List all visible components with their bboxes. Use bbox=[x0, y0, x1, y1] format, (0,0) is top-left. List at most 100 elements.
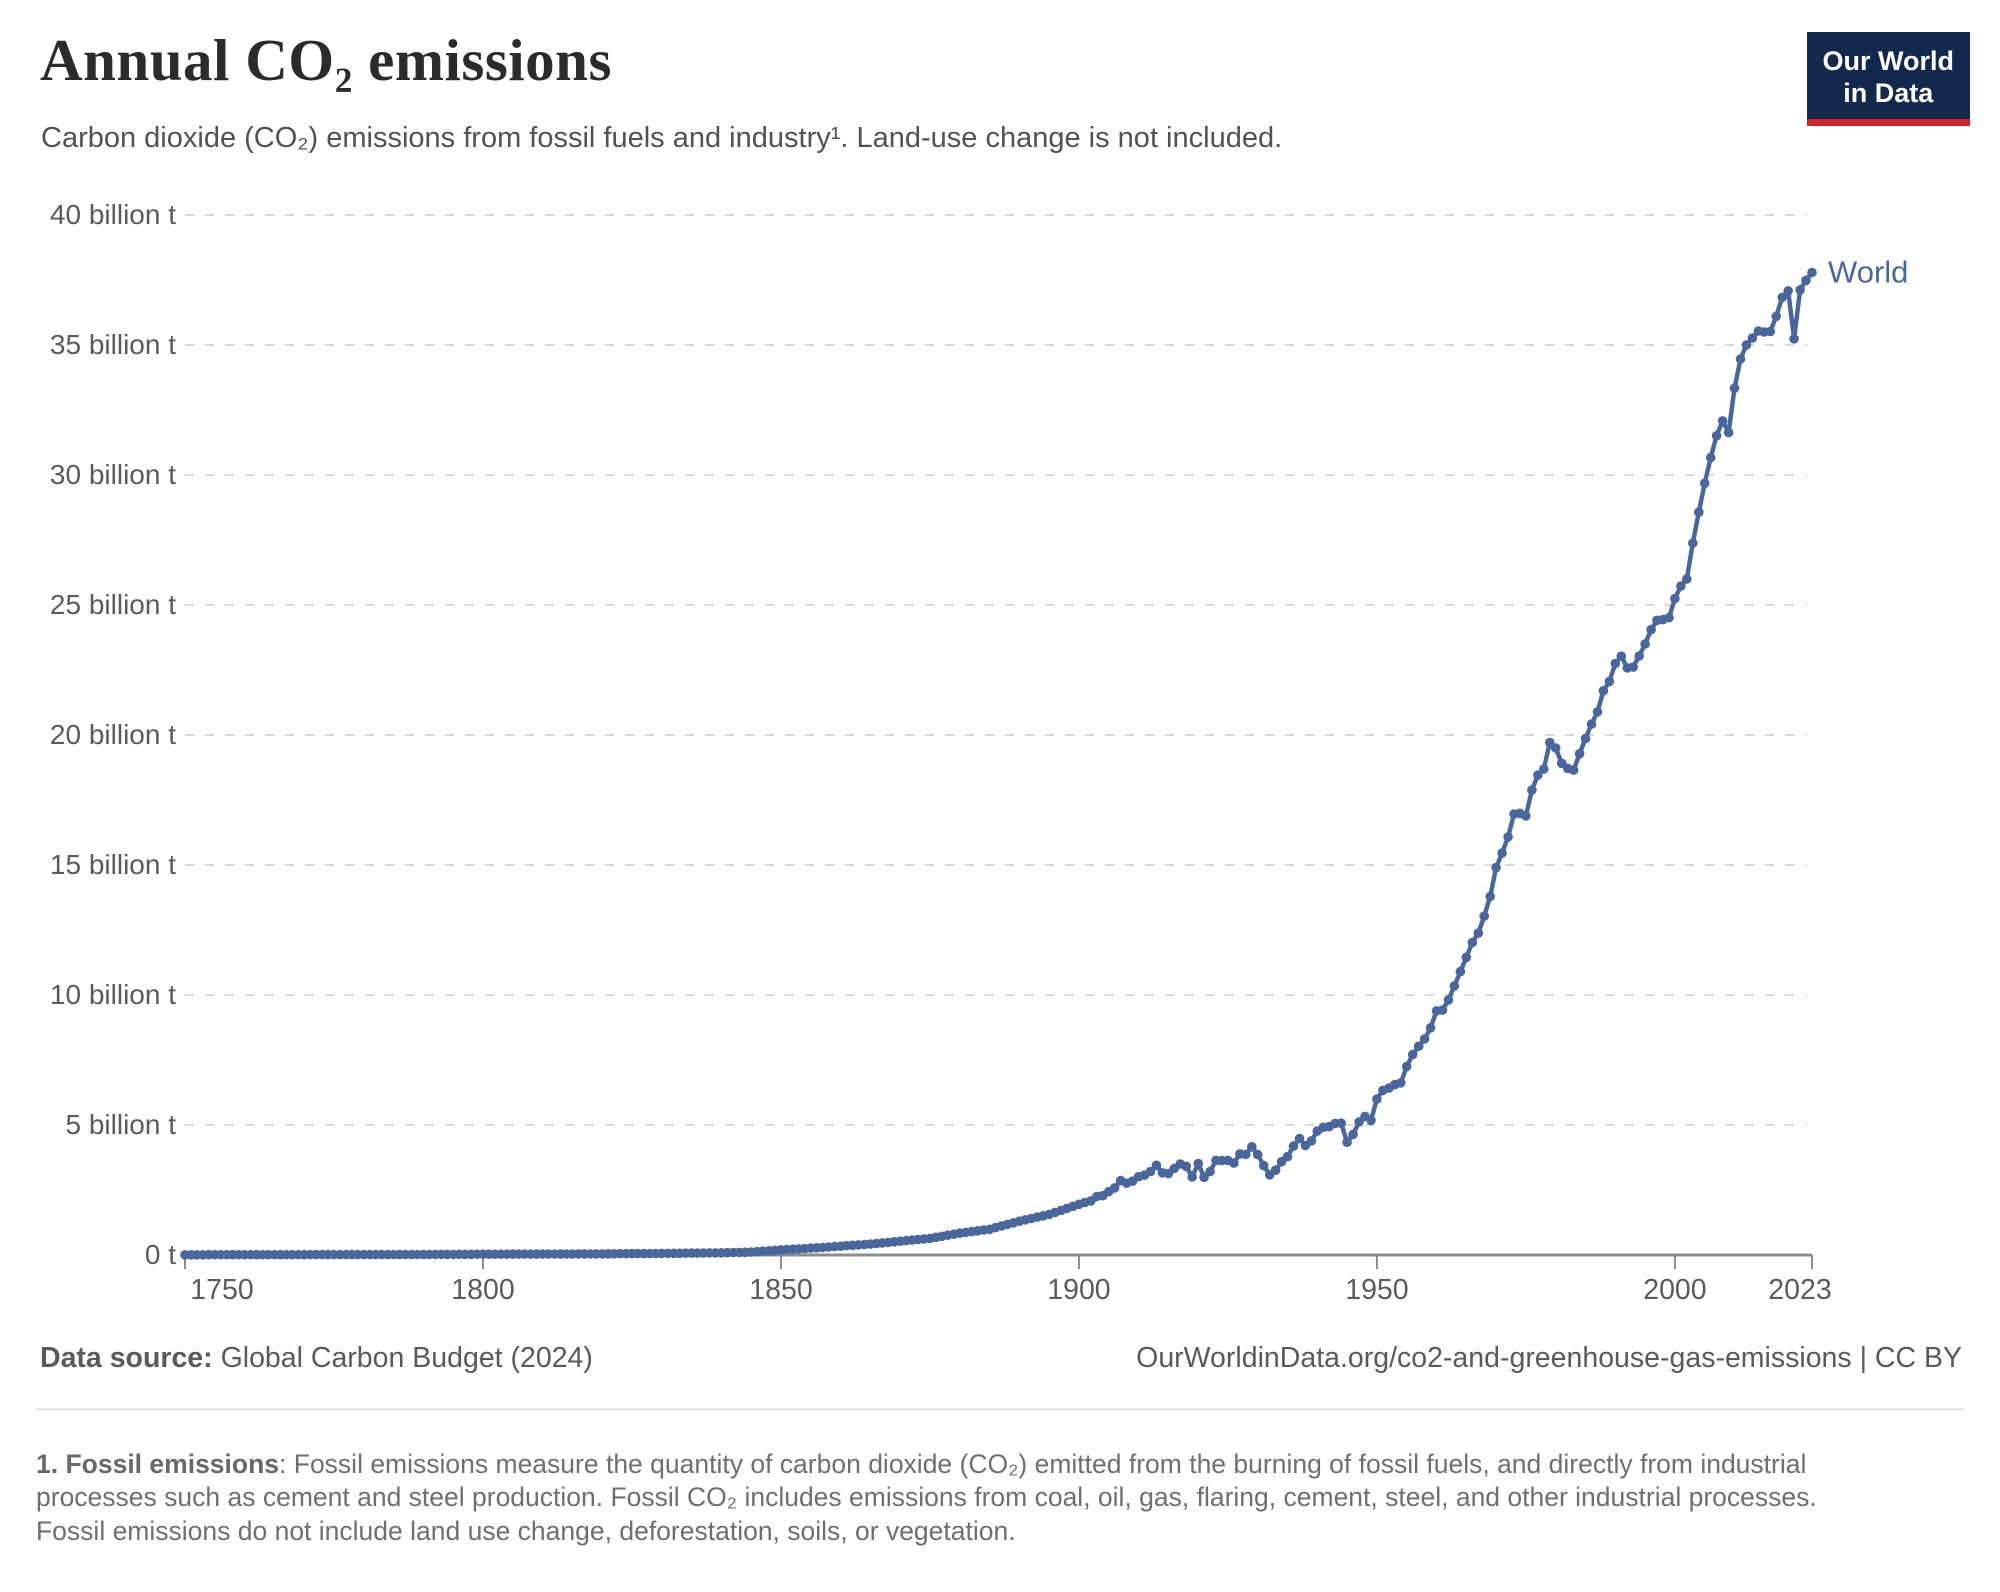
data-point-marker bbox=[1282, 1151, 1293, 1162]
footnote-label: 1. Fossil emissions bbox=[36, 1449, 280, 1479]
data-point-marker bbox=[1717, 416, 1728, 426]
data-point-marker bbox=[1777, 292, 1787, 303]
data-point-marker bbox=[1396, 1078, 1406, 1088]
data-point-marker bbox=[1676, 581, 1686, 591]
x-axis-label: 2023 bbox=[1768, 1274, 1831, 1306]
data-point-marker bbox=[1550, 743, 1561, 753]
data-point-marker bbox=[1413, 1041, 1424, 1051]
data-point-marker bbox=[1592, 707, 1603, 717]
x-axis-label: 2000 bbox=[1643, 1274, 1706, 1306]
data-point-marker bbox=[1425, 1023, 1436, 1033]
data-point-marker bbox=[1485, 891, 1495, 902]
y-axis-label: 5 billion t bbox=[65, 1109, 176, 1140]
data-point-marker bbox=[1437, 1005, 1448, 1015]
data-point-marker bbox=[1580, 733, 1591, 744]
data-point-marker bbox=[1199, 1172, 1209, 1183]
data-point-marker bbox=[1533, 770, 1543, 780]
data-source-value: Global Carbon Budget (2024) bbox=[212, 1342, 593, 1374]
footnote: 1. Fossil emissions: Fossil emissions me… bbox=[36, 1448, 1836, 1548]
data-point-marker bbox=[1294, 1133, 1305, 1144]
data-point-marker bbox=[1503, 832, 1513, 842]
data-point-marker bbox=[1729, 383, 1740, 394]
data-source: Data source: Global Carbon Budget (2024) bbox=[40, 1342, 593, 1375]
data-point-marker bbox=[1610, 658, 1621, 669]
page-title: Annual CO₂ emissions bbox=[40, 27, 612, 93]
data-point-marker bbox=[1145, 1166, 1156, 1177]
data-point-marker bbox=[1646, 624, 1656, 635]
data-point-marker bbox=[1741, 340, 1752, 350]
data-point-marker bbox=[1539, 764, 1549, 774]
data-point-marker bbox=[1765, 326, 1776, 337]
chart-subtitle: Carbon dioxide (CO₂) emissions from foss… bbox=[41, 122, 1283, 154]
data-point-marker bbox=[1664, 612, 1674, 623]
data-point-marker bbox=[1407, 1049, 1418, 1060]
data-point-marker bbox=[1229, 1158, 1239, 1168]
data-point-marker bbox=[1783, 286, 1793, 296]
data-point-marker bbox=[1723, 427, 1734, 438]
data-point-marker bbox=[1270, 1165, 1281, 1175]
data-point-marker bbox=[1574, 748, 1585, 759]
y-axis-label: 25 billion t bbox=[50, 589, 176, 620]
data-point-marker bbox=[1467, 937, 1478, 948]
data-point-marker bbox=[1366, 1115, 1376, 1126]
data-point-marker bbox=[1151, 1160, 1162, 1171]
data-point-marker bbox=[1443, 995, 1454, 1005]
data-point-marker bbox=[1497, 848, 1507, 858]
data-point-marker bbox=[1193, 1158, 1203, 1169]
data-source-label: Data source: bbox=[40, 1342, 213, 1374]
y-axis-label: 0 t bbox=[145, 1239, 176, 1270]
data-point-marker bbox=[1616, 651, 1627, 661]
owid-logo-line1: Our World bbox=[1822, 46, 1955, 76]
data-point-marker bbox=[1449, 981, 1460, 991]
data-point-marker bbox=[1455, 966, 1466, 977]
data-point-marker bbox=[1187, 1172, 1197, 1182]
data-point-marker bbox=[1568, 765, 1579, 775]
data-point-marker bbox=[1419, 1034, 1430, 1044]
data-point-marker bbox=[1688, 538, 1698, 548]
data-point-marker bbox=[1258, 1160, 1269, 1171]
data-point-marker bbox=[1479, 911, 1489, 921]
data-point-marker bbox=[1795, 285, 1805, 295]
data-point-marker bbox=[1682, 574, 1692, 584]
x-axis-label: 1900 bbox=[1047, 1274, 1110, 1306]
data-point-marker bbox=[1694, 507, 1704, 517]
data-point-marker bbox=[1288, 1141, 1299, 1151]
data-point-marker bbox=[1181, 1161, 1191, 1172]
series-label-world: World bbox=[1828, 255, 1908, 290]
data-point-marker bbox=[1604, 676, 1615, 687]
data-point-marker bbox=[1527, 785, 1537, 795]
data-point-marker bbox=[1640, 639, 1650, 649]
data-point-marker bbox=[1252, 1149, 1263, 1160]
x-axis-label: 1850 bbox=[749, 1274, 812, 1306]
data-point-marker bbox=[1342, 1137, 1352, 1147]
footer-divider bbox=[36, 1408, 1964, 1411]
data-point-marker bbox=[1801, 275, 1811, 286]
data-point-marker bbox=[1711, 430, 1722, 441]
data-point-marker bbox=[1699, 478, 1710, 489]
y-axis-label: 40 billion t bbox=[50, 199, 176, 230]
data-point-marker bbox=[1521, 811, 1531, 821]
data-point-marker bbox=[1401, 1061, 1412, 1072]
footer-source-row: Data source: Global Carbon Budget (2024)… bbox=[40, 1342, 1962, 1375]
data-point-marker bbox=[1634, 651, 1644, 661]
data-point-marker bbox=[1241, 1149, 1251, 1160]
x-axis-label: 1950 bbox=[1345, 1274, 1408, 1306]
data-point-marker bbox=[1336, 1118, 1346, 1128]
data-point-marker bbox=[1628, 662, 1638, 672]
data-point-marker bbox=[1598, 686, 1609, 696]
data-point-marker bbox=[1372, 1094, 1382, 1104]
data-point-marker bbox=[1807, 267, 1817, 278]
data-point-marker bbox=[1348, 1129, 1358, 1140]
y-axis-label: 30 billion t bbox=[50, 459, 176, 490]
x-axis-label: 1750 bbox=[190, 1274, 253, 1306]
y-axis-label: 15 billion t bbox=[50, 849, 176, 880]
data-point-marker bbox=[1789, 334, 1799, 344]
footnote-text: : Fossil emissions measure the quantity … bbox=[36, 1449, 1817, 1546]
data-point-marker bbox=[1705, 452, 1716, 463]
data-point-marker bbox=[1306, 1136, 1317, 1146]
y-axis-label: 10 billion t bbox=[50, 979, 176, 1010]
data-point-marker bbox=[1247, 1142, 1257, 1152]
data-point-marker bbox=[1461, 952, 1472, 963]
